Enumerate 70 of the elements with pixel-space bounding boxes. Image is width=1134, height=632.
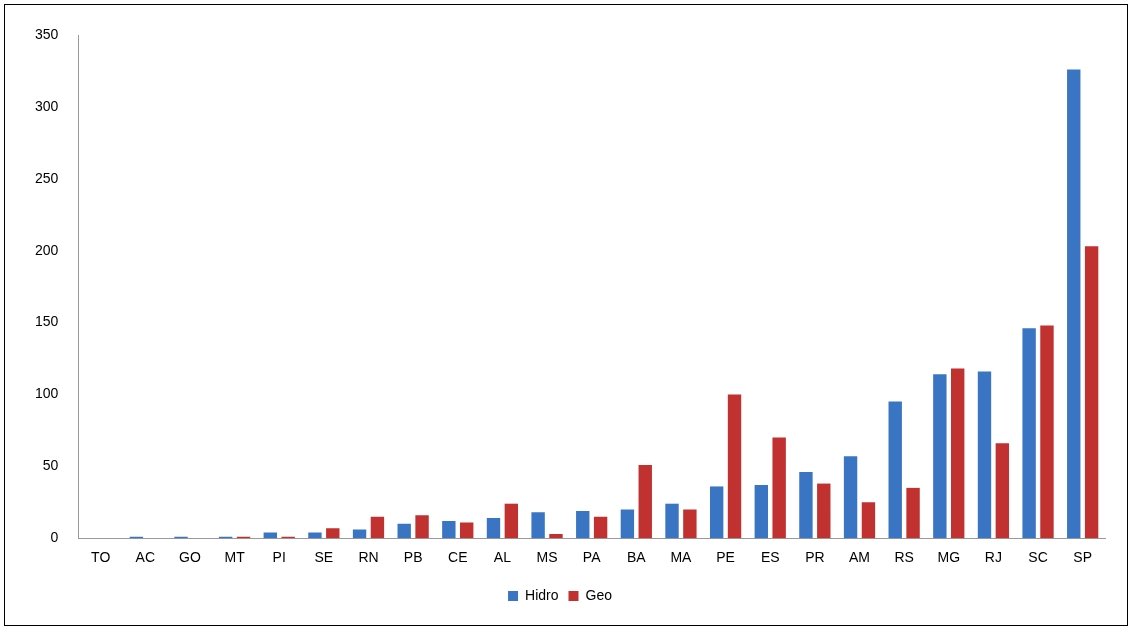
x-tick-label: MA [670,549,693,566]
y-tick-label: 250 [35,169,59,186]
x-tick-label: MG [937,549,961,566]
bar [263,532,277,539]
y-tick-label: 150 [35,313,59,330]
x-tick-label: RJ [984,549,1002,566]
y-tick-label: 200 [35,241,59,258]
bar [1067,69,1081,539]
x-tick-label: MT [224,549,246,566]
bar [888,401,902,539]
bar [906,487,920,539]
x-tick-label: BA [626,549,647,566]
legend-label: Hidro [525,586,559,603]
x-tick-label: SC [1028,549,1048,566]
bar [754,485,768,539]
bar [370,516,385,539]
bar [1022,328,1036,539]
bar [415,515,429,539]
bar [683,509,697,539]
bar [951,368,965,539]
bar [352,529,367,539]
x-tick-label: ES [760,549,780,566]
x-tick-label: MS [536,549,558,566]
bar [861,502,876,539]
bar [326,528,340,539]
bar [933,374,947,539]
bar [799,472,813,539]
x-tick-label: GO [179,549,201,566]
bar [843,456,858,539]
bar [665,503,679,539]
bar [772,437,786,539]
x-tick-label: SP [1073,549,1093,566]
x-tick-label: CE [448,549,468,566]
x-tick-label: AC [135,549,156,566]
bar [549,533,563,539]
bar [817,483,831,539]
x-tick-label: PA [582,549,602,566]
bar [460,522,474,539]
bar [308,532,322,539]
bar [995,443,1010,539]
bar [727,394,742,539]
x-tick-label: PR [805,549,825,566]
y-tick-label: 350 [35,25,59,42]
bar [397,523,411,539]
x-tick-label: SE [314,549,334,566]
x-tick-label: TO [91,549,111,566]
x-tick-label: PI [272,549,286,566]
x-tick-label: RS [894,549,914,566]
bar [638,464,652,539]
bar [1084,246,1099,539]
y-tick-label: 100 [35,385,59,402]
x-tick-label: RN [358,549,379,566]
x-tick-label: AL [493,549,512,566]
x-tick-label: PB [403,549,423,566]
bar [709,486,724,539]
bar [977,371,992,539]
x-tick-label: AM [849,549,870,566]
x-tick-label: PE [716,549,735,566]
bar [576,510,590,539]
bar [531,512,545,539]
bar [1040,325,1054,539]
y-tick-label: 300 [35,97,59,114]
legend-label: Geo [585,586,613,603]
bar [504,503,519,539]
bar [486,518,501,539]
y-tick-label: 0 [50,529,59,546]
bar [442,520,456,539]
bar [593,516,608,539]
y-tick-label: 50 [42,457,59,474]
bar [620,509,635,539]
